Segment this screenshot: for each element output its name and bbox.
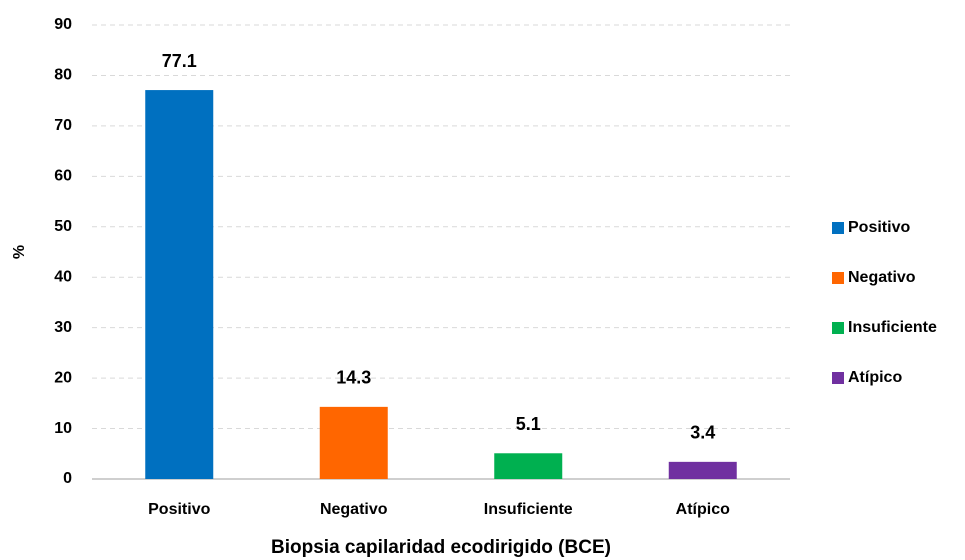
x-tick-label: Negativo	[320, 501, 388, 518]
bar	[145, 90, 214, 479]
y-tick-label: 30	[54, 319, 72, 336]
y-tick-label: 80	[54, 67, 72, 84]
legend-swatch	[832, 272, 844, 284]
y-tick-label: 50	[54, 218, 72, 235]
y-tick-label: 10	[54, 420, 72, 437]
x-axis-title: Biopsia capilaridad ecodirigido (BCE)	[271, 537, 611, 558]
legend-swatch	[832, 222, 844, 234]
legend-swatch	[832, 372, 844, 384]
bar	[494, 453, 563, 479]
legend-label: Positivo	[848, 219, 910, 236]
y-tick-label: 90	[54, 16, 72, 33]
bar	[319, 406, 388, 479]
y-tick-label: 20	[54, 369, 72, 386]
legend-swatch	[832, 322, 844, 334]
bar	[668, 461, 737, 479]
data-label: 14.3	[336, 368, 371, 388]
data-label: 5.1	[516, 414, 541, 434]
data-label: 77.1	[162, 51, 197, 71]
y-axis-title: %	[11, 245, 28, 259]
x-tick-label: Atípico	[676, 501, 730, 518]
data-label: 3.4	[690, 423, 715, 443]
legend-label: Negativo	[848, 269, 916, 286]
y-tick-label: 40	[54, 268, 72, 285]
legend-label: Insuficiente	[848, 319, 937, 336]
legend-label: Atípico	[848, 369, 902, 386]
y-tick-label: 0	[63, 470, 72, 487]
y-tick-label: 60	[54, 168, 72, 185]
x-tick-label: Positivo	[148, 501, 210, 518]
y-tick-label: 70	[54, 117, 72, 134]
x-tick-label: Insuficiente	[484, 501, 573, 518]
